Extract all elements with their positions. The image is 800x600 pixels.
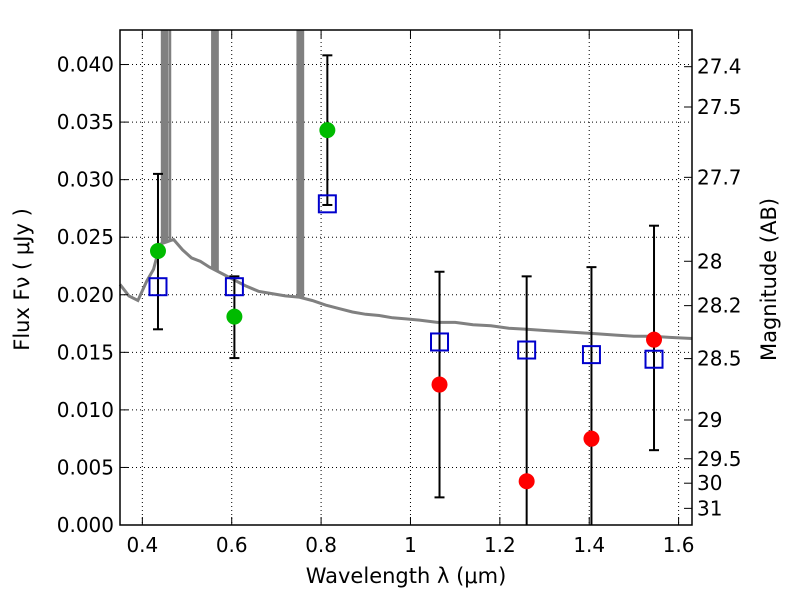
y-tick-label: 0.010 [57,398,114,422]
template-spectrum-line [118,30,693,340]
y-tick-label: 0.035 [57,110,114,134]
model-square-marker [644,349,664,369]
y2-tick-label: 27.7 [697,165,742,189]
data-markers [148,122,664,490]
model-square-marker [317,194,337,214]
x-axis-label: Wavelength λ (μm) [306,564,507,588]
y2-tick-label: 29 [697,408,722,432]
x-tick-label: 0.6 [216,533,248,557]
red-data-point [646,331,663,348]
y2-tick-label: 27.5 [697,95,742,119]
model-square-marker [224,277,244,297]
y-axis-label: Flux Fν ( μJy ) [10,208,34,351]
x-tick-label: 0.8 [305,533,337,557]
grid [120,30,692,526]
red-data-point [518,473,535,490]
x-tick-label: 0.4 [126,533,158,557]
green-data-point [319,122,336,139]
x-tick-label: 1.4 [573,533,605,557]
red-data-point [583,430,600,447]
error-bars [152,54,660,525]
x-tick-label: 1 [404,533,417,557]
green-data-point [226,308,243,325]
green-data-point [149,243,166,260]
y-tick-label: 0.000 [57,513,114,537]
y2-tick-label: 28 [697,249,722,273]
x-tick-label: 1.6 [663,533,695,557]
y-tick-label: 0.040 [57,53,114,77]
axes: 0.4 0.6 0.8 1 1.2 1.4 1.6 0.000 0.005 0.010 0.015 0… [57,30,742,557]
y2-tick-label: 28.2 [697,294,742,318]
y-tick-label: 0.030 [57,168,114,192]
plot-frame [119,29,693,526]
y-tick-label: 0.020 [57,283,114,307]
spectrum-line [118,237,693,340]
red-data-point [431,376,448,393]
y2-tick-label: 28.5 [697,347,742,371]
y-tick-label: 0.015 [57,340,114,364]
y2-tick-label: 30 [697,471,722,495]
y-tick-label: 0.025 [57,225,114,249]
model-square-marker [517,340,537,360]
y2-tick-label: 29.5 [697,447,742,471]
model-square-marker [148,277,168,297]
y2-tick-label: 31 [697,496,722,520]
model-square-marker [430,332,450,352]
x-tick-label: 1.2 [484,533,516,557]
y2-tick-label: 27.4 [697,55,742,79]
y2-axis-label: Magnitude (AB) [757,198,781,361]
model-square-marker [581,345,601,365]
y-tick-label: 0.005 [57,455,114,479]
